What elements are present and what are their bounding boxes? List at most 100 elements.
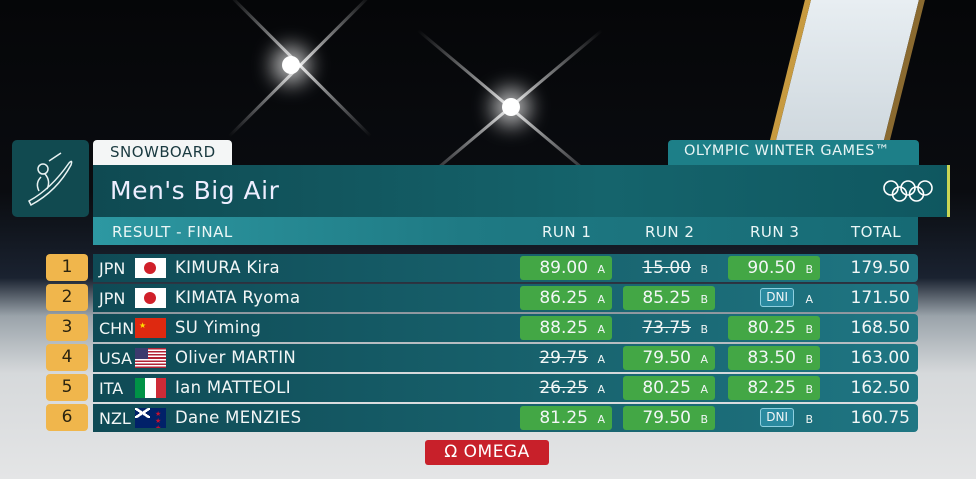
olympic-rings-icon: [883, 180, 933, 202]
run1-score: 89.00 A: [520, 256, 612, 280]
jump-direction: A: [700, 383, 708, 396]
table-row[interactable]: USA Oliver MARTIN 29.75 A 79.50 A 83.50 B 163.00: [93, 344, 918, 372]
jump-direction: A: [805, 293, 813, 306]
results-header: RESULT - FINAL RUN 1 RUN 2 RUN 3 TOTAL: [93, 217, 918, 245]
table-row[interactable]: NZL ★ ★ ★ Dane MENZIES 81.25 A 79.50 B DNI B 160.7…: [93, 404, 918, 432]
run2-score: 85.25 B: [623, 286, 715, 310]
athlete-name: Ian MATTEOLI: [175, 378, 291, 397]
sport-tab: SNOWBOARD: [93, 140, 232, 165]
total-score: 168.50: [850, 318, 910, 338]
jump-direction: B: [805, 323, 813, 336]
jump-ramp: [770, 0, 925, 140]
score-value: 73.75: [642, 318, 691, 338]
flag-nzl-icon: ★ ★ ★: [135, 408, 166, 428]
noc-code: NZL: [99, 409, 131, 428]
score-value: 80.25: [747, 318, 796, 338]
col-total: TOTAL: [851, 223, 902, 241]
score-value: 85.25: [642, 288, 691, 308]
score-value: 26.25: [539, 378, 588, 398]
run1-score: 29.75 A: [520, 346, 612, 370]
table-row[interactable]: ITA Ian MATTEOLI 26.25 A 80.25 A 82.25 B 162.50: [93, 374, 918, 402]
score-value: 82.25: [747, 378, 796, 398]
score-value: 80.25: [642, 378, 691, 398]
table-row[interactable]: CHN ★ SU Yiming 88.25 A 73.75 B 80.25 B 168.50: [93, 314, 918, 342]
score-value: 29.75: [539, 348, 588, 368]
score-value: 79.50: [642, 348, 691, 368]
athlete-name: KIMURA Kira: [175, 258, 280, 277]
run3-score: DNI A: [728, 286, 820, 310]
jump-direction: B: [700, 413, 708, 426]
run2-score: 79.50 A: [623, 346, 715, 370]
run3-score: 82.25 B: [728, 376, 820, 400]
jump-direction: B: [700, 293, 708, 306]
event-title: Men's Big Air: [110, 176, 280, 205]
rank-badge: 3: [46, 314, 88, 341]
jump-direction: A: [597, 323, 605, 336]
jump-direction: A: [597, 383, 605, 396]
jump-direction: B: [805, 383, 813, 396]
score-value: 83.50: [747, 348, 796, 368]
snowboard-pictogram-icon: [12, 140, 89, 217]
jump-direction: A: [597, 413, 605, 426]
table-row[interactable]: JPN KIMATA Ryoma 86.25 A 85.25 B DNI A 171.50: [93, 284, 918, 312]
rank-badge: 1: [46, 254, 88, 281]
total-score: 160.75: [850, 408, 910, 428]
jump-direction: B: [700, 323, 708, 336]
games-tab: OLYMPIC WINTER GAMES™: [668, 140, 919, 165]
run2-score: 15.00 B: [623, 256, 715, 280]
noc-code: CHN: [99, 319, 135, 338]
run3-score: DNI B: [728, 406, 820, 430]
athlete-name: Oliver MARTIN: [175, 348, 297, 367]
jump-direction: A: [597, 263, 605, 276]
col-run1: RUN 1: [542, 223, 592, 241]
run3-score: 80.25 B: [728, 316, 820, 340]
total-score: 163.00: [850, 348, 910, 368]
run3-score: 83.50 B: [728, 346, 820, 370]
run1-score: 86.25 A: [520, 286, 612, 310]
athlete-name: SU Yiming: [175, 318, 262, 337]
total-score: 162.50: [850, 378, 910, 398]
jump-direction: B: [805, 263, 813, 276]
rank-badge: 4: [46, 344, 88, 371]
dni-badge: DNI: [760, 288, 794, 307]
table-row[interactable]: JPN KIMURA Kira 89.00 A 15.00 B 90.50 B 179.50: [93, 254, 918, 282]
score-value: 89.00: [539, 258, 588, 278]
event-title-bar: Men's Big Air: [93, 165, 950, 217]
noc-code: JPN: [99, 259, 126, 278]
jump-direction: B: [805, 413, 813, 426]
phase-label: RESULT - FINAL: [112, 223, 233, 241]
total-score: 171.50: [850, 288, 910, 308]
score-value: 90.50: [747, 258, 796, 278]
flag-jpn-icon: [135, 288, 166, 308]
run2-score: 73.75 B: [623, 316, 715, 340]
run2-score: 80.25 A: [623, 376, 715, 400]
run3-score: 90.50 B: [728, 256, 820, 280]
jump-direction: B: [805, 353, 813, 366]
jump-direction: A: [700, 353, 708, 366]
rank-badge: 6: [46, 404, 88, 431]
omega-logo: Ω OMEGA: [425, 440, 549, 465]
flag-jpn-icon: [135, 258, 166, 278]
run1-score: 81.25 A: [520, 406, 612, 430]
run1-score: 26.25 A: [520, 376, 612, 400]
flag-ita-icon: [135, 378, 166, 398]
rank-badge: 2: [46, 284, 88, 311]
jump-direction: B: [700, 263, 708, 276]
score-value: 81.25: [539, 408, 588, 428]
jump-direction: A: [597, 293, 605, 306]
run2-score: 79.50 B: [623, 406, 715, 430]
col-run2: RUN 2: [645, 223, 695, 241]
flag-usa-icon: [135, 348, 166, 368]
score-value: 79.50: [642, 408, 691, 428]
noc-code: ITA: [99, 379, 124, 398]
rank-badge: 5: [46, 374, 88, 401]
noc-code: USA: [99, 349, 133, 368]
score-value: 88.25: [539, 318, 588, 338]
noc-code: JPN: [99, 289, 126, 308]
flag-chn-icon: ★: [135, 318, 166, 338]
col-run3: RUN 3: [750, 223, 800, 241]
score-value: 15.00: [642, 258, 691, 278]
dni-badge: DNI: [760, 408, 794, 427]
jump-direction: A: [597, 353, 605, 366]
athlete-name: KIMATA Ryoma: [175, 288, 301, 307]
